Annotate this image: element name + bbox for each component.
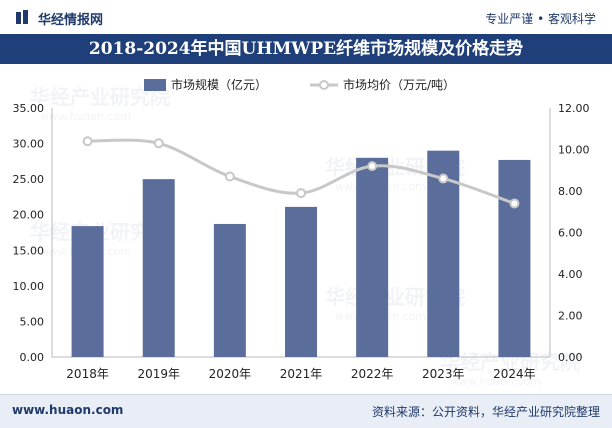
y-right-tick-label: 6.00 bbox=[558, 227, 583, 240]
price-point bbox=[224, 171, 235, 182]
y-left-tick-label: 25.00 bbox=[13, 173, 45, 186]
bar bbox=[213, 223, 246, 357]
x-tick-label: 2019年 bbox=[137, 367, 180, 381]
y-left-tick-label: 35.00 bbox=[13, 102, 45, 115]
chart-title: 2018-2024年中国UHMWPE纤维市场规模及价格走势 bbox=[0, 34, 612, 64]
x-tick-label: 2024年 bbox=[493, 367, 536, 381]
price-point bbox=[438, 173, 449, 184]
legend-bar-swatch bbox=[144, 79, 166, 91]
bars bbox=[71, 150, 531, 357]
y-right-tick-label: 4.00 bbox=[558, 268, 583, 281]
legend-line-marker bbox=[319, 80, 329, 90]
price-point bbox=[296, 188, 306, 199]
bar bbox=[498, 159, 531, 357]
y-right-tick-label: 10.00 bbox=[558, 144, 590, 157]
y-left-tick-label: 30.00 bbox=[13, 138, 45, 151]
footer-divider bbox=[0, 394, 612, 395]
brand-name: 华经情报网 bbox=[38, 13, 104, 28]
legend: 市场规模（亿元） 市场均价（万元/吨） bbox=[144, 77, 455, 92]
x-axis-labels: 2018年 2019年 2020年 2021年 2022年 2023年 2024年 bbox=[66, 367, 535, 381]
bar bbox=[71, 226, 104, 357]
y-left-tick-label: 5.00 bbox=[20, 315, 45, 328]
y-left-tick-label: 0.00 bbox=[20, 351, 45, 364]
x-tick-label: 2023年 bbox=[422, 367, 465, 381]
footer-site: www.huaon.com bbox=[12, 403, 124, 417]
bar bbox=[427, 150, 460, 357]
x-tick-label: 2021年 bbox=[280, 367, 323, 381]
bar bbox=[285, 206, 317, 357]
y-left-tick-label: 20.00 bbox=[13, 209, 45, 222]
y-left-tick-label: 10.00 bbox=[13, 280, 45, 293]
y-right-tick-label: 8.00 bbox=[558, 185, 583, 198]
y-right-tick-label: 12.00 bbox=[558, 102, 590, 115]
price-point bbox=[82, 136, 93, 147]
price-line bbox=[82, 136, 520, 209]
y-right-tick-label: 2.00 bbox=[558, 310, 583, 323]
slogan: 专业严谨 • 客观科学 bbox=[485, 12, 596, 26]
price-point bbox=[153, 138, 164, 149]
axes: 0.00 5.00 10.00 15.00 20.00 25.00 30.00 35.00 0.… bbox=[13, 102, 590, 364]
x-tick-label: 2020年 bbox=[209, 367, 252, 381]
price-point bbox=[367, 161, 378, 172]
top-bar: 华经情报网 专业严谨 • 客观科学 bbox=[0, 0, 612, 34]
bar bbox=[356, 157, 389, 357]
bar bbox=[142, 179, 175, 357]
y-right-tick-label: 0.00 bbox=[558, 351, 583, 364]
x-tick-label: 2018年 bbox=[66, 367, 109, 381]
y-left-tick-label: 15.00 bbox=[13, 244, 45, 257]
footer: www.huaon.com 资料来源：公开资料，华经产业研究院整理 bbox=[0, 395, 612, 428]
logo-icon bbox=[16, 10, 28, 24]
price-point bbox=[509, 198, 520, 209]
chart: 华经产业研究院www.huaon.com华经产业研究院www.huaon.com… bbox=[13, 77, 590, 388]
watermark-url: www.huaon.com bbox=[40, 110, 131, 123]
x-tick-label: 2022年 bbox=[351, 367, 394, 381]
legend-line-label: 市场均价（万元/吨） bbox=[343, 77, 455, 92]
legend-bar-label: 市场规模（亿元） bbox=[171, 77, 267, 92]
watermark-url: www.huaon.com bbox=[450, 375, 541, 388]
footer-source: 资料来源：公开资料，华经产业研究院整理 bbox=[371, 405, 600, 419]
